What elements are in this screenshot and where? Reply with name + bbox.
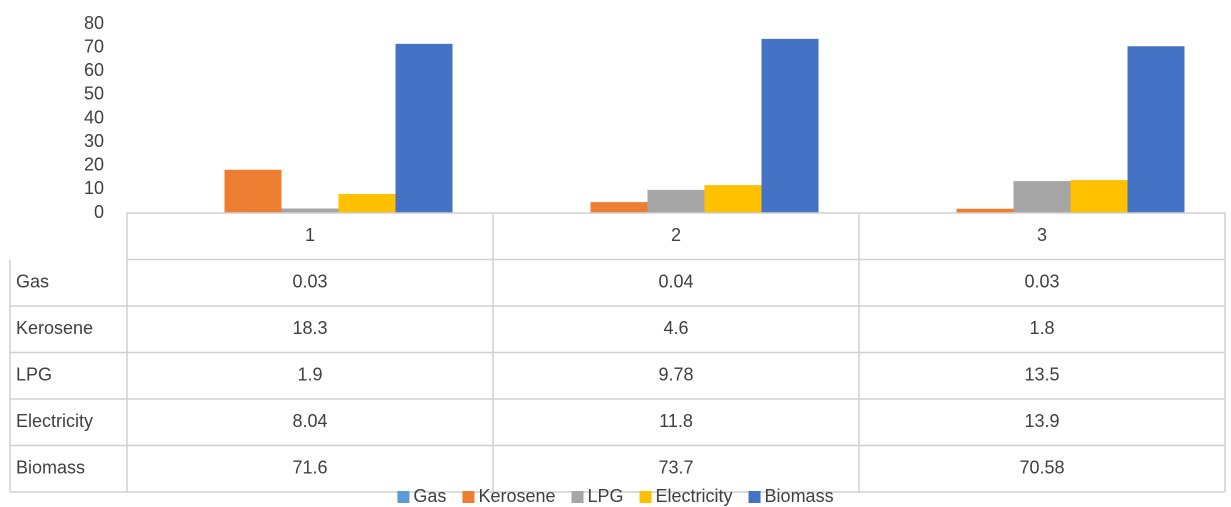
legend-label: Electricity [656, 486, 733, 506]
bar [590, 202, 648, 213]
legend-swatch [639, 491, 652, 503]
bar [395, 43, 453, 213]
y-tick-label: 0 [94, 202, 104, 222]
table-cell: 11.8 [659, 411, 693, 431]
table-cell: 70.58 [1019, 458, 1064, 478]
y-tick-label: 70 [84, 36, 104, 56]
table-row-label: LPG [16, 365, 52, 385]
bar [1013, 181, 1071, 213]
legend-swatch [748, 491, 761, 503]
legend-swatch [571, 491, 584, 503]
legend-swatch [397, 491, 410, 503]
legend-label: Gas [413, 486, 446, 506]
y-tick-label: 80 [84, 13, 104, 33]
bar [647, 189, 705, 213]
table-cell: 13.5 [1024, 365, 1059, 385]
legend-label: Kerosene [478, 486, 555, 506]
bar [224, 169, 282, 213]
bar [1127, 46, 1185, 214]
y-tick-label: 60 [84, 60, 104, 80]
table-cell: 18.3 [292, 318, 327, 338]
y-tick-label: 20 [84, 155, 104, 175]
y-tick-label: 40 [84, 107, 104, 127]
bar [761, 38, 819, 213]
table-cell: 71.6 [292, 458, 327, 478]
table-row-label: Electricity [16, 411, 93, 431]
x-tick-label: 3 [1037, 225, 1047, 245]
legend-label: Biomass [765, 486, 834, 506]
bar [704, 185, 762, 213]
table-cell: 0.03 [292, 272, 327, 292]
bar [956, 208, 1014, 213]
table-row-label: Kerosene [16, 318, 93, 338]
bar [281, 208, 339, 213]
table-cell: 0.03 [1024, 272, 1059, 292]
table-cell: 1.9 [297, 365, 322, 385]
y-tick-label: 50 [84, 84, 104, 104]
legend-label: LPG [588, 486, 624, 506]
x-tick-label: 1 [305, 225, 315, 245]
y-tick-label: 10 [84, 178, 104, 198]
table-cell: 1.8 [1029, 318, 1054, 338]
bar [338, 194, 396, 213]
table-cell: 4.6 [663, 318, 688, 338]
x-tick-label: 2 [671, 225, 681, 245]
table-row-label: Biomass [16, 458, 85, 478]
legend-swatch [462, 491, 475, 503]
table-cell: 9.78 [658, 365, 693, 385]
bar [1070, 180, 1128, 213]
table-cell: 8.04 [292, 411, 327, 431]
y-tick-label: 30 [84, 131, 104, 151]
table-row-label: Gas [16, 272, 49, 292]
table-cell: 0.04 [658, 272, 693, 292]
table-cell: 73.7 [658, 458, 693, 478]
table-cell: 13.9 [1024, 411, 1059, 431]
